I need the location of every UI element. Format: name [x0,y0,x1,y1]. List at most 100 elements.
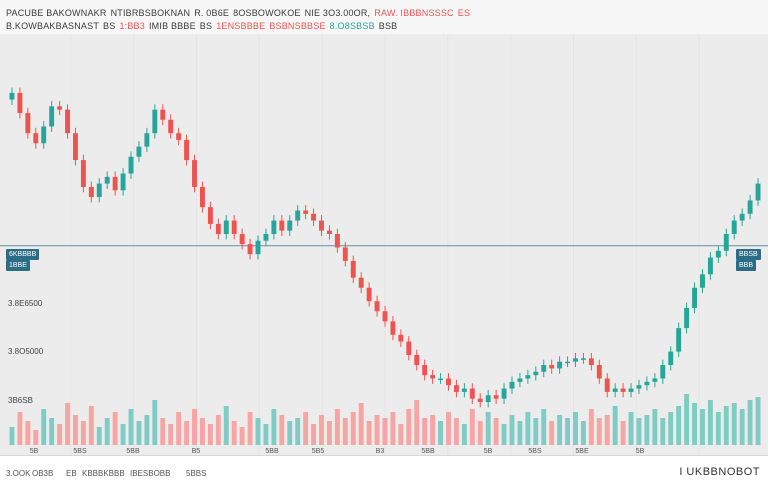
candle-body-18 [144,133,150,147]
candle-body-25 [199,186,205,208]
footer-item-3[interactable]: EB [66,469,77,478]
volume-bar-49 [390,412,396,445]
volume-bar-71 [565,418,571,445]
volume-bar-4 [33,430,39,445]
volume-bar-5 [41,409,47,445]
x-axis-label-9: 5B [483,448,493,455]
candle-body-28 [223,220,229,234]
candle-body-77 [612,388,618,392]
price-tag-right-2: BBB [736,260,757,271]
candle-body-7 [57,106,63,110]
candle-body-44 [350,260,356,278]
volume-bar-89 [707,400,713,445]
y-axis-label-3: 3B6SB [8,396,33,405]
x-axis-label-3: 5BB [126,448,140,455]
volume-bar-14 [112,412,118,445]
footer-item-2: OB3B [32,469,54,478]
candle-body-39 [311,213,317,221]
x-axis-label-10: 5BS [528,448,542,455]
candle-body-81 [644,381,650,386]
header-line-1-segment-2: NTIBRBSBOKNAN [110,8,191,18]
volume-bar-57 [453,418,459,445]
volume-bar-66 [525,412,531,445]
volume-bar-17 [136,421,142,445]
candle-body-17 [136,146,142,157]
candle-body-91 [723,234,729,251]
x-axis-label-6: 5B5 [311,448,325,455]
volume-bar-70 [557,415,563,445]
price-tag-left-1: 6KBBBB [6,249,40,260]
candle-body-14 [112,176,118,191]
x-axis-label-2: 5BS [73,448,87,455]
volume-bar-47 [374,415,380,445]
volume-bar-54 [430,415,436,445]
footer-brand: I UKBBNOBOT [679,466,760,478]
candle-body-21 [168,119,174,134]
candle-body-26 [207,207,213,224]
x-axis-label-1: 5B [29,448,39,455]
volume-bar-26 [207,424,213,445]
y-axis-label-1: 3.8E6500 [8,299,43,308]
volume-bar-23 [184,421,190,445]
x-axis-label-8: 5BB [421,448,435,455]
volume-bar-34 [271,409,277,445]
x-axis-label-4: B5 [191,448,201,455]
candle-body-92 [731,220,737,234]
volume-bar-40 [319,415,324,445]
candle-body-60 [477,398,483,402]
volume-bar-83 [660,418,666,445]
candle-body-35 [279,220,285,231]
volume-bar-48 [382,418,388,445]
header-line-2-segment-1: B.KOWBAKBASNAST [6,21,100,31]
candle-body-15 [120,173,126,191]
candle-body-84 [668,351,674,366]
candle-body-88 [700,274,705,288]
candle-body-11 [88,186,94,198]
volume-bar-72 [573,412,578,445]
candle-body-62 [493,395,499,399]
candle-body-80 [636,385,642,389]
candle-body-54 [430,375,436,379]
candle-body-20 [160,109,166,120]
footer-item-7: 5BBS [186,469,207,478]
volume-bar-44 [350,412,356,445]
candle-body-5 [41,126,47,144]
candle-body-23 [184,139,190,161]
chart-panel [0,34,768,455]
candlestick-chart[interactable] [0,34,768,455]
volume-bar-63 [501,424,507,445]
volume-bar-79 [628,412,634,445]
candle-body-67 [533,371,539,376]
volume-bar-38 [303,412,309,445]
candle-body-66 [525,375,531,379]
candle-body-38 [303,210,309,214]
volume-bar-87 [692,403,697,445]
x-axis-label-5: 5BB [265,448,279,455]
volume-bar-36 [287,421,293,445]
volume-bar-62 [493,418,499,445]
volume-bar-2 [17,412,23,445]
volume-bar-10 [80,421,86,445]
volume-bar-8 [65,403,70,445]
volume-bar-52 [414,400,420,445]
header-line-1-segment-1: PACUBE BAKOWNAKR [6,8,107,18]
candle-body-85 [676,328,682,352]
volume-bar-68 [541,409,547,445]
volume-bar-19 [152,400,158,445]
volume-bar-76 [604,415,610,445]
candle-body-72 [573,358,578,362]
footer-item-5: BB [114,469,125,478]
x-axis-label-12: 5B [635,448,645,455]
volume-bar-20 [160,418,166,445]
candle-body-34 [271,220,277,234]
candle-body-64 [509,381,515,389]
volume-bar-22 [176,412,182,445]
volume-bar-73 [580,421,586,445]
candle-body-89 [707,257,713,275]
volume-bar-27 [215,415,221,445]
candle-body-73 [580,358,586,360]
candle-body-78 [620,388,626,392]
header-line-2-segment-3: 1:BB3 [119,21,145,31]
volume-bar-45 [358,403,364,445]
candle-body-31 [247,244,253,255]
